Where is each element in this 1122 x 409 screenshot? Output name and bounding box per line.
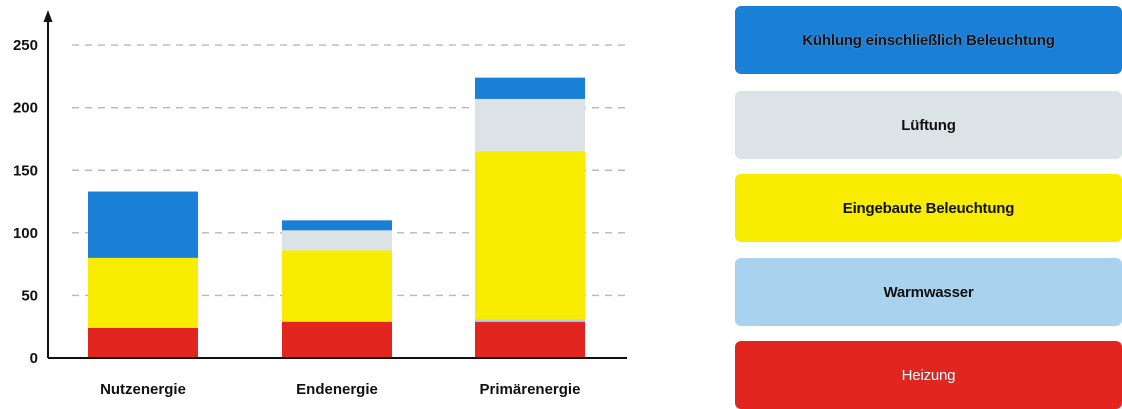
y-axis-arrow-icon — [43, 10, 53, 22]
legend-label: Heizung — [901, 366, 956, 384]
bars — [88, 77, 585, 358]
stacked-bar-chart: 0 50 100 150 200 250 Nutzenergie Endenergie Pri… — [13, 10, 627, 398]
legend-item-kuehlung: Kühlung einschließlich Beleuchtung — [735, 6, 1122, 74]
legend-label: Lüftung — [901, 116, 956, 134]
x-category-label: Endenergie — [296, 381, 378, 398]
y-tick-label: 50 — [21, 287, 38, 304]
y-tick-label: 0 — [30, 350, 38, 367]
legend-label: Warmwasser — [883, 283, 974, 301]
bar-nutzenergie-kuehlung-einschliesslich-beleuchtung — [88, 191, 198, 258]
legend: Kühlung einschließlich Beleuchtung Lüftu… — [735, 4, 1122, 409]
bar-primaerenergie-warmwasser — [475, 319, 585, 322]
y-tick-label: 150 — [13, 162, 38, 179]
bar-primaerenergie-eingebaute-beleuchtung — [475, 151, 585, 320]
y-tick-label: 250 — [13, 37, 38, 54]
legend-item-heizung: Heizung — [735, 341, 1122, 409]
bar-nutzenergie-heizung — [88, 327, 198, 358]
legend-item-warmwasser: Warmwasser — [735, 258, 1122, 326]
axes — [43, 10, 627, 359]
legend-label: Eingebaute Beleuchtung — [842, 199, 1015, 217]
bar-endenergie-kuehlung-einschliesslich-beleuchtung — [282, 220, 392, 231]
bar-primaerenergie-heizung — [475, 321, 585, 358]
bar-endenergie-eingebaute-beleuchtung — [282, 250, 392, 322]
bar-endenergie-lueftung — [282, 230, 392, 251]
x-category-label: Primärenergie — [480, 381, 581, 398]
y-tick-labels: 0 50 100 150 200 250 — [13, 37, 38, 367]
bar-endenergie-heizung — [282, 321, 392, 358]
x-category-labels: Nutzenergie Endenergie Primärenergie — [100, 381, 580, 398]
legend-label: Kühlung einschließlich Beleuchtung — [802, 31, 1055, 49]
x-category-label: Nutzenergie — [100, 381, 186, 398]
legend-item-lueftung: Lüftung — [735, 91, 1122, 159]
bar-nutzenergie-eingebaute-beleuchtung — [88, 257, 198, 328]
y-tick-label: 200 — [13, 100, 38, 117]
legend-item-beleuchtung: Eingebaute Beleuchtung — [735, 174, 1122, 242]
bar-primaerenergie-kuehlung-einschliesslich-beleuchtung — [475, 77, 585, 99]
bar-primaerenergie-lueftung — [475, 98, 585, 152]
y-tick-label: 100 — [13, 225, 38, 242]
